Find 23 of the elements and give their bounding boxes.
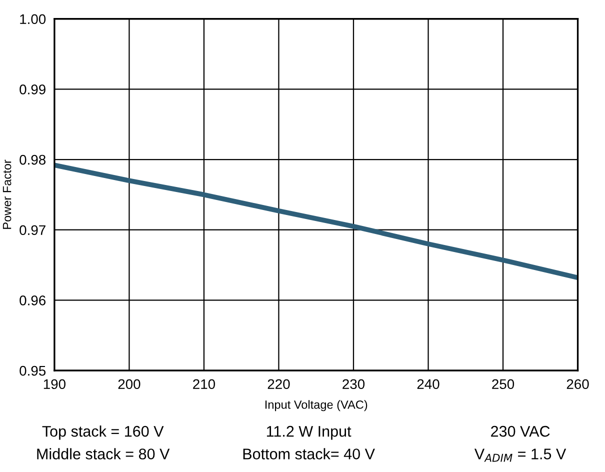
y-tick-label: 0.95 bbox=[20, 366, 46, 376]
y-tick-label: 0.97 bbox=[20, 225, 46, 236]
text: Middle stack = 80 V bbox=[37, 448, 170, 460]
x-tick-label: 240 bbox=[417, 379, 440, 390]
x-tick-label: 190 bbox=[44, 379, 66, 390]
x-tick-label: 210 bbox=[193, 379, 216, 390]
x-axis-title: Input Voltage (VAC) bbox=[265, 400, 368, 412]
x-tick-label: 230 bbox=[342, 379, 365, 390]
x-tick-label: 260 bbox=[566, 379, 589, 390]
text: 230 VAC bbox=[491, 426, 550, 437]
y-tick-label: 0.98 bbox=[20, 154, 46, 165]
y-tick-label: 0.96 bbox=[20, 296, 46, 306]
y-tick-label: 0.99 bbox=[20, 84, 46, 94]
x-tick-label: 200 bbox=[118, 379, 140, 390]
text: Bottom stack= 40 V bbox=[243, 448, 375, 460]
x-tick-label: 250 bbox=[492, 379, 514, 390]
text: V$_{ADIM}$ = 1.5 V bbox=[474, 448, 566, 462]
text: Top stack = 160 V bbox=[42, 426, 164, 440]
y-tick-label: 1.00 bbox=[20, 14, 46, 24]
x-tick-label: 220 bbox=[268, 379, 290, 390]
y-axis-title: Power Factor bbox=[2, 160, 12, 229]
line-series bbox=[54, 162, 578, 280]
text: 11.2 W Input bbox=[266, 426, 352, 440]
